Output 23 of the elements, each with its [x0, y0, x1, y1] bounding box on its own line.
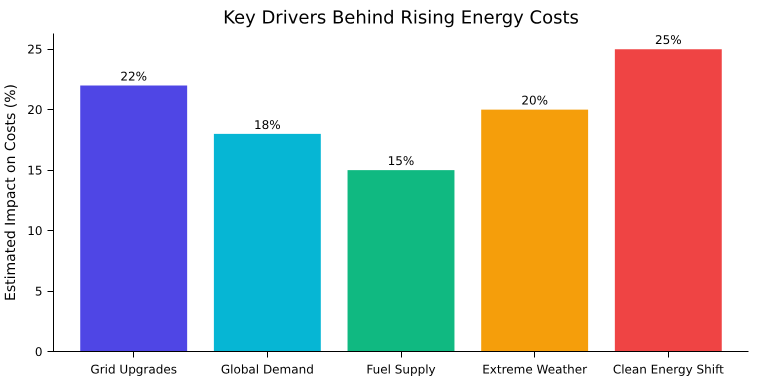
chart-title: Key Drivers Behind Rising Energy Costs — [223, 8, 579, 28]
data-label: 18% — [254, 118, 281, 132]
data-label: 25% — [654, 33, 682, 48]
y-tick-label: 15 — [27, 164, 43, 178]
bar — [614, 49, 722, 352]
y-tick-label: 5 — [34, 284, 43, 299]
bar — [80, 85, 188, 352]
y-tick-label: 20 — [27, 103, 43, 118]
y-tick-label: 0 — [34, 345, 43, 359]
bar — [481, 110, 588, 352]
x-tick-label: Clean Energy Shift — [612, 362, 724, 376]
y-tick-label: 25 — [27, 42, 43, 57]
x-tick-label: Global Demand — [220, 362, 314, 376]
data-label: 15% — [388, 154, 414, 168]
bar — [214, 134, 321, 352]
y-axis-title: Estimated Impact on Costs (%) — [3, 84, 20, 302]
data-label: 20% — [521, 94, 548, 108]
y-tick-label: 10 — [27, 224, 43, 238]
x-tick-label: Extreme Weather — [482, 362, 588, 376]
x-tick-label: Fuel Supply — [366, 362, 436, 376]
bar — [348, 170, 454, 352]
data-label: 22% — [120, 69, 148, 84]
x-tick-label: Grid Upgrades — [90, 362, 177, 376]
